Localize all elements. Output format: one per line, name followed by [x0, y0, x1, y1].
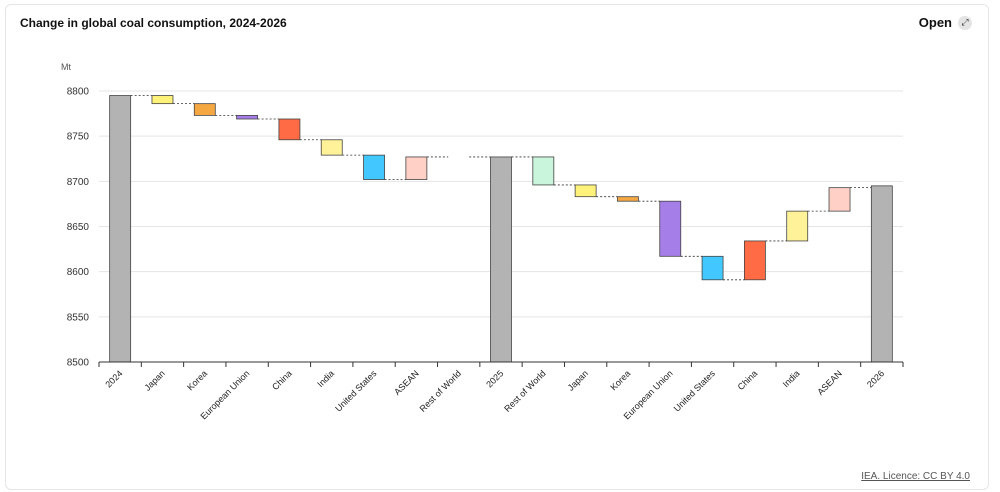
x-tick-label-16-india: India	[781, 368, 802, 389]
x-tick-label-7-asean: ASEAN	[392, 368, 421, 397]
x-tick-label-12-korea: Korea	[608, 368, 632, 392]
y-tick-label-8650: 8650	[67, 222, 90, 233]
bar-12-korea	[617, 196, 639, 202]
x-tick-label-15-china: China	[736, 368, 760, 392]
x-tick-label-17-asean: ASEAN	[815, 368, 844, 397]
x-tick-label-10-rest-of-world: Rest of World	[502, 368, 548, 414]
x-tick-label-1-japan: Japan	[142, 368, 166, 392]
bar-6-united-states	[363, 154, 385, 180]
bar-5-india	[320, 139, 343, 156]
connectors	[130, 95, 872, 281]
bar-1-japan	[151, 95, 174, 105]
bar-13-european-union	[659, 200, 682, 257]
licence-link[interactable]: IEA. Licence: CC BY 4.0	[861, 471, 970, 482]
x-tick-label-5-india: India	[315, 368, 336, 389]
bar-7-asean	[405, 156, 428, 180]
bar-11-japan	[574, 184, 597, 198]
bars	[109, 95, 893, 363]
y-tick-label-8700: 8700	[67, 177, 90, 188]
bar-4-china	[278, 118, 301, 141]
bar-3-european-union	[236, 114, 259, 120]
bar-0-2024	[109, 95, 132, 363]
x-tick-label-9-2025: 2025	[484, 368, 505, 389]
bar-2-korea	[193, 103, 216, 116]
open-label[interactable]: Open	[918, 15, 952, 30]
y-tick-label-8800: 8800	[67, 87, 90, 98]
y-tick-label-8600: 8600	[67, 267, 90, 278]
x-tick-label-8-rest-of-world: Rest of World	[418, 368, 464, 414]
x-tick-label-11-japan: Japan	[566, 368, 590, 392]
bar-17-asean	[828, 187, 851, 212]
x-axis	[98, 361, 904, 367]
bar-16-india	[786, 210, 809, 242]
bar-9-2025	[490, 156, 512, 363]
x-tick-label-6-united-states: United States	[333, 368, 379, 414]
bar-15-china	[743, 240, 766, 281]
x-tick-label-14-united-states: United States	[672, 368, 718, 414]
y-tick-label-8550: 8550	[67, 312, 90, 323]
chart-title: Change in global coal consumption, 2024-…	[20, 16, 287, 30]
y-axis-unit: Mt	[61, 62, 71, 72]
y-axis-ticks: 8500 8550 8600 8650 8700 8750 8800	[67, 87, 90, 369]
y-tick-label-8500: 8500	[67, 358, 90, 369]
x-tick-label-0-2024: 2024	[103, 368, 124, 389]
bar-18-2026	[870, 185, 893, 363]
bar-10-rest-of-world	[532, 156, 555, 186]
open-button[interactable]: Open ⤢	[919, 15, 972, 30]
x-tick-label-4-china: China	[270, 368, 294, 392]
expand-icon[interactable]: ⤢	[958, 15, 972, 30]
x-tick-label-2-korea: Korea	[185, 368, 209, 392]
x-tick-label-18-2026: 2026	[865, 368, 886, 389]
y-tick-label-8750: 8750	[67, 132, 90, 143]
bar-14-united-states	[701, 255, 724, 281]
